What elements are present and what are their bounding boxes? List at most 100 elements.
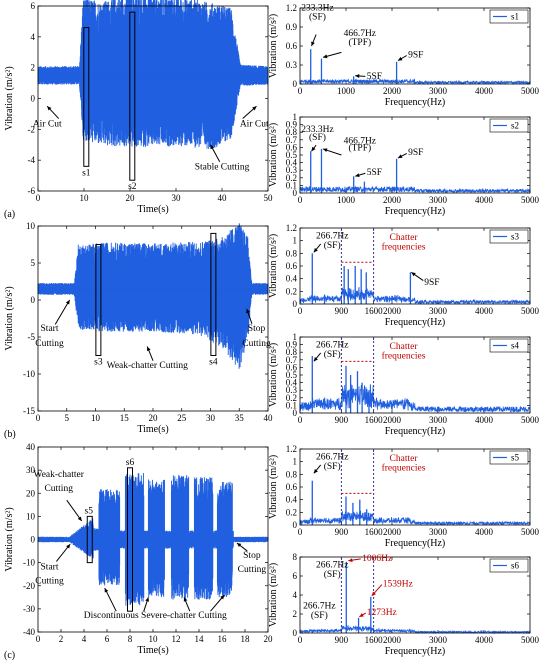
y-tick-label: 1 xyxy=(293,332,298,342)
x-tick-label: 0 xyxy=(298,527,303,537)
x-tick-label: 2000 xyxy=(383,306,402,316)
x-tick-label: 12 xyxy=(172,634,181,644)
y-tick-label: 0.2 xyxy=(286,286,297,296)
y-tick-label: 0.6 xyxy=(286,482,298,492)
spectrum-trace xyxy=(299,148,531,194)
annotation-text: (TPF) xyxy=(348,142,371,153)
spectrum-noise xyxy=(299,384,531,414)
legend-box xyxy=(489,118,529,133)
plot-frame xyxy=(299,7,531,85)
y-tick-label: 0.6 xyxy=(286,362,298,372)
x-tick-label: 15 xyxy=(120,413,130,423)
y-tick-label: 0.8 xyxy=(286,127,298,137)
legend-label: s6 xyxy=(511,561,520,571)
arrow-head xyxy=(311,146,316,152)
annotation-text: 1006Hz xyxy=(362,554,392,564)
annotation-text: Cutting xyxy=(238,565,267,575)
annotation-text: Stable Cutting xyxy=(195,162,250,172)
annotation-text: Air Cut xyxy=(240,119,269,129)
annotation-text: Weak-chatter xyxy=(33,470,84,480)
y-tick-label: 0.5 xyxy=(286,150,298,160)
x-tick-label: 6 xyxy=(105,634,110,644)
spectrum-trace xyxy=(299,561,531,635)
x-axis-label: Frequency(Hz) xyxy=(385,317,446,328)
annotation-text: frequencies xyxy=(382,241,426,252)
annotation-text: 266.7Hz xyxy=(303,601,335,611)
window-box xyxy=(83,27,90,167)
plot-frame xyxy=(299,448,531,526)
y-tick-label: 0.6 xyxy=(286,41,298,51)
panel-label: (b) xyxy=(4,429,16,440)
x-tick-label: 3000 xyxy=(429,527,448,537)
window-box xyxy=(129,11,136,181)
annotation-text: Chatter xyxy=(390,233,419,243)
y-tick-label: 0.2 xyxy=(286,393,297,403)
arrow-head xyxy=(183,597,188,602)
annotation-text: Air Cut xyxy=(33,119,62,129)
x-axis-label: Frequency(Hz) xyxy=(385,646,446,657)
annotation-text: 1539Hz xyxy=(383,579,413,589)
legend-box xyxy=(489,450,529,465)
y-tick-label: -15 xyxy=(23,406,35,416)
signal-trace xyxy=(37,472,269,606)
arrow-head xyxy=(252,106,257,111)
arrow-head xyxy=(323,54,328,59)
y-axis-label: Vibration (m/s²) xyxy=(268,123,279,187)
x-tick-label: 4000 xyxy=(475,635,494,645)
y-tick-label: 0 xyxy=(31,535,36,545)
annotation-text: Weak-chatter Cutting xyxy=(107,361,189,371)
spectrum-noise xyxy=(299,78,531,86)
x-tick-label: 25 xyxy=(177,413,187,423)
x-tick-label: 900 xyxy=(335,306,349,316)
annotation-text: 266.7Hz xyxy=(316,453,348,463)
legend-box xyxy=(489,338,529,353)
window-label: s6 xyxy=(126,458,135,468)
x-axis-label: Frequency(Hz) xyxy=(385,538,446,549)
annotation-text: (SF) xyxy=(324,569,341,580)
y-tick-label: 0.3 xyxy=(286,60,298,70)
annotation-text: 9SF xyxy=(408,50,423,60)
annotations: 233.3Hz(SF) 466.7Hz(TPF) 5SF 9SF xyxy=(301,3,423,82)
y-tick-label: 4 xyxy=(31,32,36,42)
y-axis-label: Vibration (m/s²) xyxy=(4,66,15,130)
y-tick-label: 2 xyxy=(31,63,36,73)
x-tick-label: 5000 xyxy=(521,635,540,645)
y-tick-label: 4 xyxy=(293,590,298,600)
window-label: s4 xyxy=(209,358,218,368)
signal-path xyxy=(37,223,269,369)
arrow-head xyxy=(236,542,242,548)
x-tick-label: 2000 xyxy=(383,635,402,645)
legend: s3 xyxy=(489,229,529,244)
y-tick-label: 0.5 xyxy=(286,370,298,380)
y-tick-label: 6 xyxy=(31,1,36,11)
y-tick-label: 0.7 xyxy=(286,355,298,365)
x-tick-label: 0 xyxy=(36,193,41,203)
x-tick-label: 20 xyxy=(264,634,274,644)
x-tick-label: 4000 xyxy=(475,527,494,537)
legend-label: s2 xyxy=(511,121,519,131)
x-tick-label: 5000 xyxy=(521,86,540,96)
x-tick-label: 3000 xyxy=(429,195,448,205)
annotation-text: 233.3Hz xyxy=(301,125,333,135)
plot-frame xyxy=(37,446,269,633)
x-tick-label: 14 xyxy=(195,634,205,644)
window-label: s3 xyxy=(94,358,103,368)
y-tick-label: 0.8 xyxy=(286,248,298,258)
arrow-head xyxy=(313,468,318,474)
y-tick-label: 0.3 xyxy=(286,165,298,175)
x-tick-label: 5000 xyxy=(521,415,540,425)
panel-a-s1: 0 1000 2000 3000 4000 5000 0 0.3 0.6 0.9 1.2 Freque… xyxy=(268,3,540,108)
x-tick-label: 0 xyxy=(36,413,41,423)
x-axis-label: Frequency(Hz) xyxy=(385,97,446,108)
x-tick-label: 8 xyxy=(128,634,133,644)
spectrum-trace xyxy=(299,253,531,305)
y-tick-label: 0 xyxy=(31,94,36,104)
x-tick-label: 900 xyxy=(335,527,349,537)
x-tick-label: 900 xyxy=(335,415,349,425)
y-tick-label: -40 xyxy=(23,627,35,637)
panel-a-s2: 0 1000 2000 3000 4000 5000 00.10.20.30.40.50.6… xyxy=(268,112,540,217)
x-tick-label: 5000 xyxy=(521,306,540,316)
arrow-head xyxy=(65,300,70,305)
annotation-text: 9SF xyxy=(408,148,423,158)
legend-box xyxy=(489,229,529,244)
